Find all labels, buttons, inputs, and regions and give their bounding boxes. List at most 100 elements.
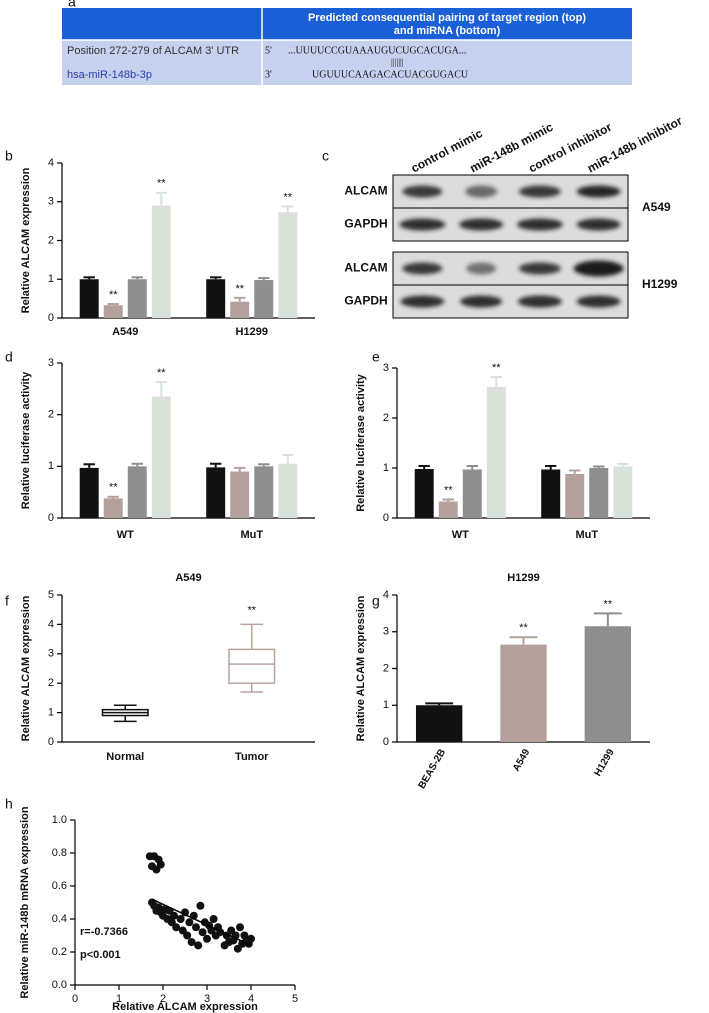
trend-line (151, 898, 252, 947)
blot-band (402, 185, 443, 198)
table-cell: UGUUUCAAGACACUACGUGACU (312, 69, 469, 80)
y-tick-label: 5 (48, 589, 54, 601)
x-tick-label: WT (452, 529, 469, 541)
y-tick-label: 1 (383, 699, 389, 711)
bar (103, 305, 123, 318)
protein-label: GAPDH (344, 294, 387, 308)
blot-band (465, 185, 498, 198)
y-axis-label: Relative ALCAM expression (20, 167, 32, 313)
y-tick-label: 2 (383, 662, 389, 674)
protein-label: GAPDH (344, 217, 387, 231)
bar (414, 469, 434, 518)
table-cell: hsa-miR-148b-3p (67, 69, 152, 81)
x-tick-label: 1 (116, 993, 122, 1005)
sequence-table: Predicted consequential pairing of targe… (62, 8, 632, 85)
panel-label: a (68, 0, 76, 10)
y-tick-label: 2 (383, 412, 389, 424)
y-tick-label: 1.0 (52, 814, 67, 826)
blot-band (576, 218, 621, 231)
blot-band (400, 295, 445, 308)
point (194, 941, 203, 950)
x-axis-label: H1299 (507, 572, 539, 584)
point (185, 918, 194, 927)
table-header-text: and miRNA (bottom) (394, 25, 501, 37)
significance-mark: ** (157, 367, 166, 379)
x-tick-label: A549 (112, 326, 138, 338)
x-tick-label: 2 (160, 993, 166, 1005)
blot-band (517, 295, 562, 308)
panel-label: b (5, 148, 13, 164)
table-cell: 5' (265, 45, 272, 56)
point (247, 934, 255, 943)
blot-band (576, 185, 621, 198)
y-tick-label: 0.6 (52, 880, 67, 892)
panel-label: h (5, 796, 13, 812)
y-tick-label: 0 (48, 736, 54, 748)
y-axis-label: Relative luciferase activity (355, 373, 367, 511)
bar (541, 469, 561, 518)
y-tick-label: 0.4 (52, 913, 67, 925)
bar (151, 205, 171, 318)
bar (584, 626, 632, 742)
blot-band (516, 218, 563, 231)
x-tick-label: H1299 (236, 326, 268, 338)
bar (206, 279, 226, 318)
y-tick-label: 2 (48, 677, 54, 689)
bar (254, 280, 274, 318)
y-tick-label: 2 (48, 234, 54, 246)
blot-band (518, 185, 561, 198)
blot-band (402, 262, 443, 275)
box (228, 648, 276, 684)
point (183, 931, 192, 940)
y-tick-label: 3 (48, 196, 54, 208)
bar (230, 301, 250, 318)
blot-band (460, 295, 503, 308)
point (203, 934, 211, 943)
panel-label: f (5, 593, 9, 609)
bar (278, 212, 298, 318)
significance-mark: ** (492, 362, 501, 374)
y-tick-label: 4 (48, 618, 54, 630)
pairing: ||||||| (391, 57, 404, 67)
significance-mark: ** (109, 289, 118, 301)
y-tick-label: 1 (48, 460, 54, 472)
point (187, 938, 196, 947)
y-tick-label: 1 (383, 462, 389, 474)
y-axis-label: Relative ALCAM expression (20, 595, 32, 741)
y-tick-label: 0 (48, 512, 54, 524)
bar (79, 467, 99, 518)
protein-label: ALCAM (344, 261, 387, 275)
bar (254, 466, 274, 518)
y-tick-label: 0.2 (52, 946, 67, 958)
table-cell: ...UUUUCCGUAAAUGUCUGCACUGA... (288, 45, 466, 56)
bar (415, 705, 463, 742)
point (198, 928, 207, 937)
bar (589, 468, 609, 518)
x-tick-label: 0 (72, 993, 78, 1005)
significance-mark: ** (284, 191, 293, 203)
point (156, 860, 165, 869)
y-axis-label: Relative luciferase activity (20, 371, 32, 509)
cell-line-label: H1299 (642, 277, 678, 291)
significance-mark: ** (604, 598, 613, 610)
point (172, 923, 181, 932)
bar (462, 469, 482, 518)
x-tick-label: A549 (511, 747, 533, 774)
significance-mark: ** (519, 622, 528, 634)
y-tick-label: 3 (383, 362, 389, 374)
point (170, 911, 178, 920)
point (236, 923, 244, 932)
x-tick-label: 4 (248, 993, 254, 1005)
table-body (62, 40, 632, 85)
blot-band (518, 262, 561, 275)
y-tick-label: 3 (48, 648, 54, 660)
annotation: r=-0.7366 (80, 926, 128, 938)
bar (127, 466, 147, 518)
point (192, 923, 200, 932)
table-header-text: Predicted consequential pairing of targe… (308, 12, 586, 24)
y-tick-label: 1 (48, 273, 54, 285)
x-tick-label: 3 (204, 993, 210, 1005)
bar (613, 466, 633, 518)
x-axis-label: A549 (175, 572, 201, 584)
